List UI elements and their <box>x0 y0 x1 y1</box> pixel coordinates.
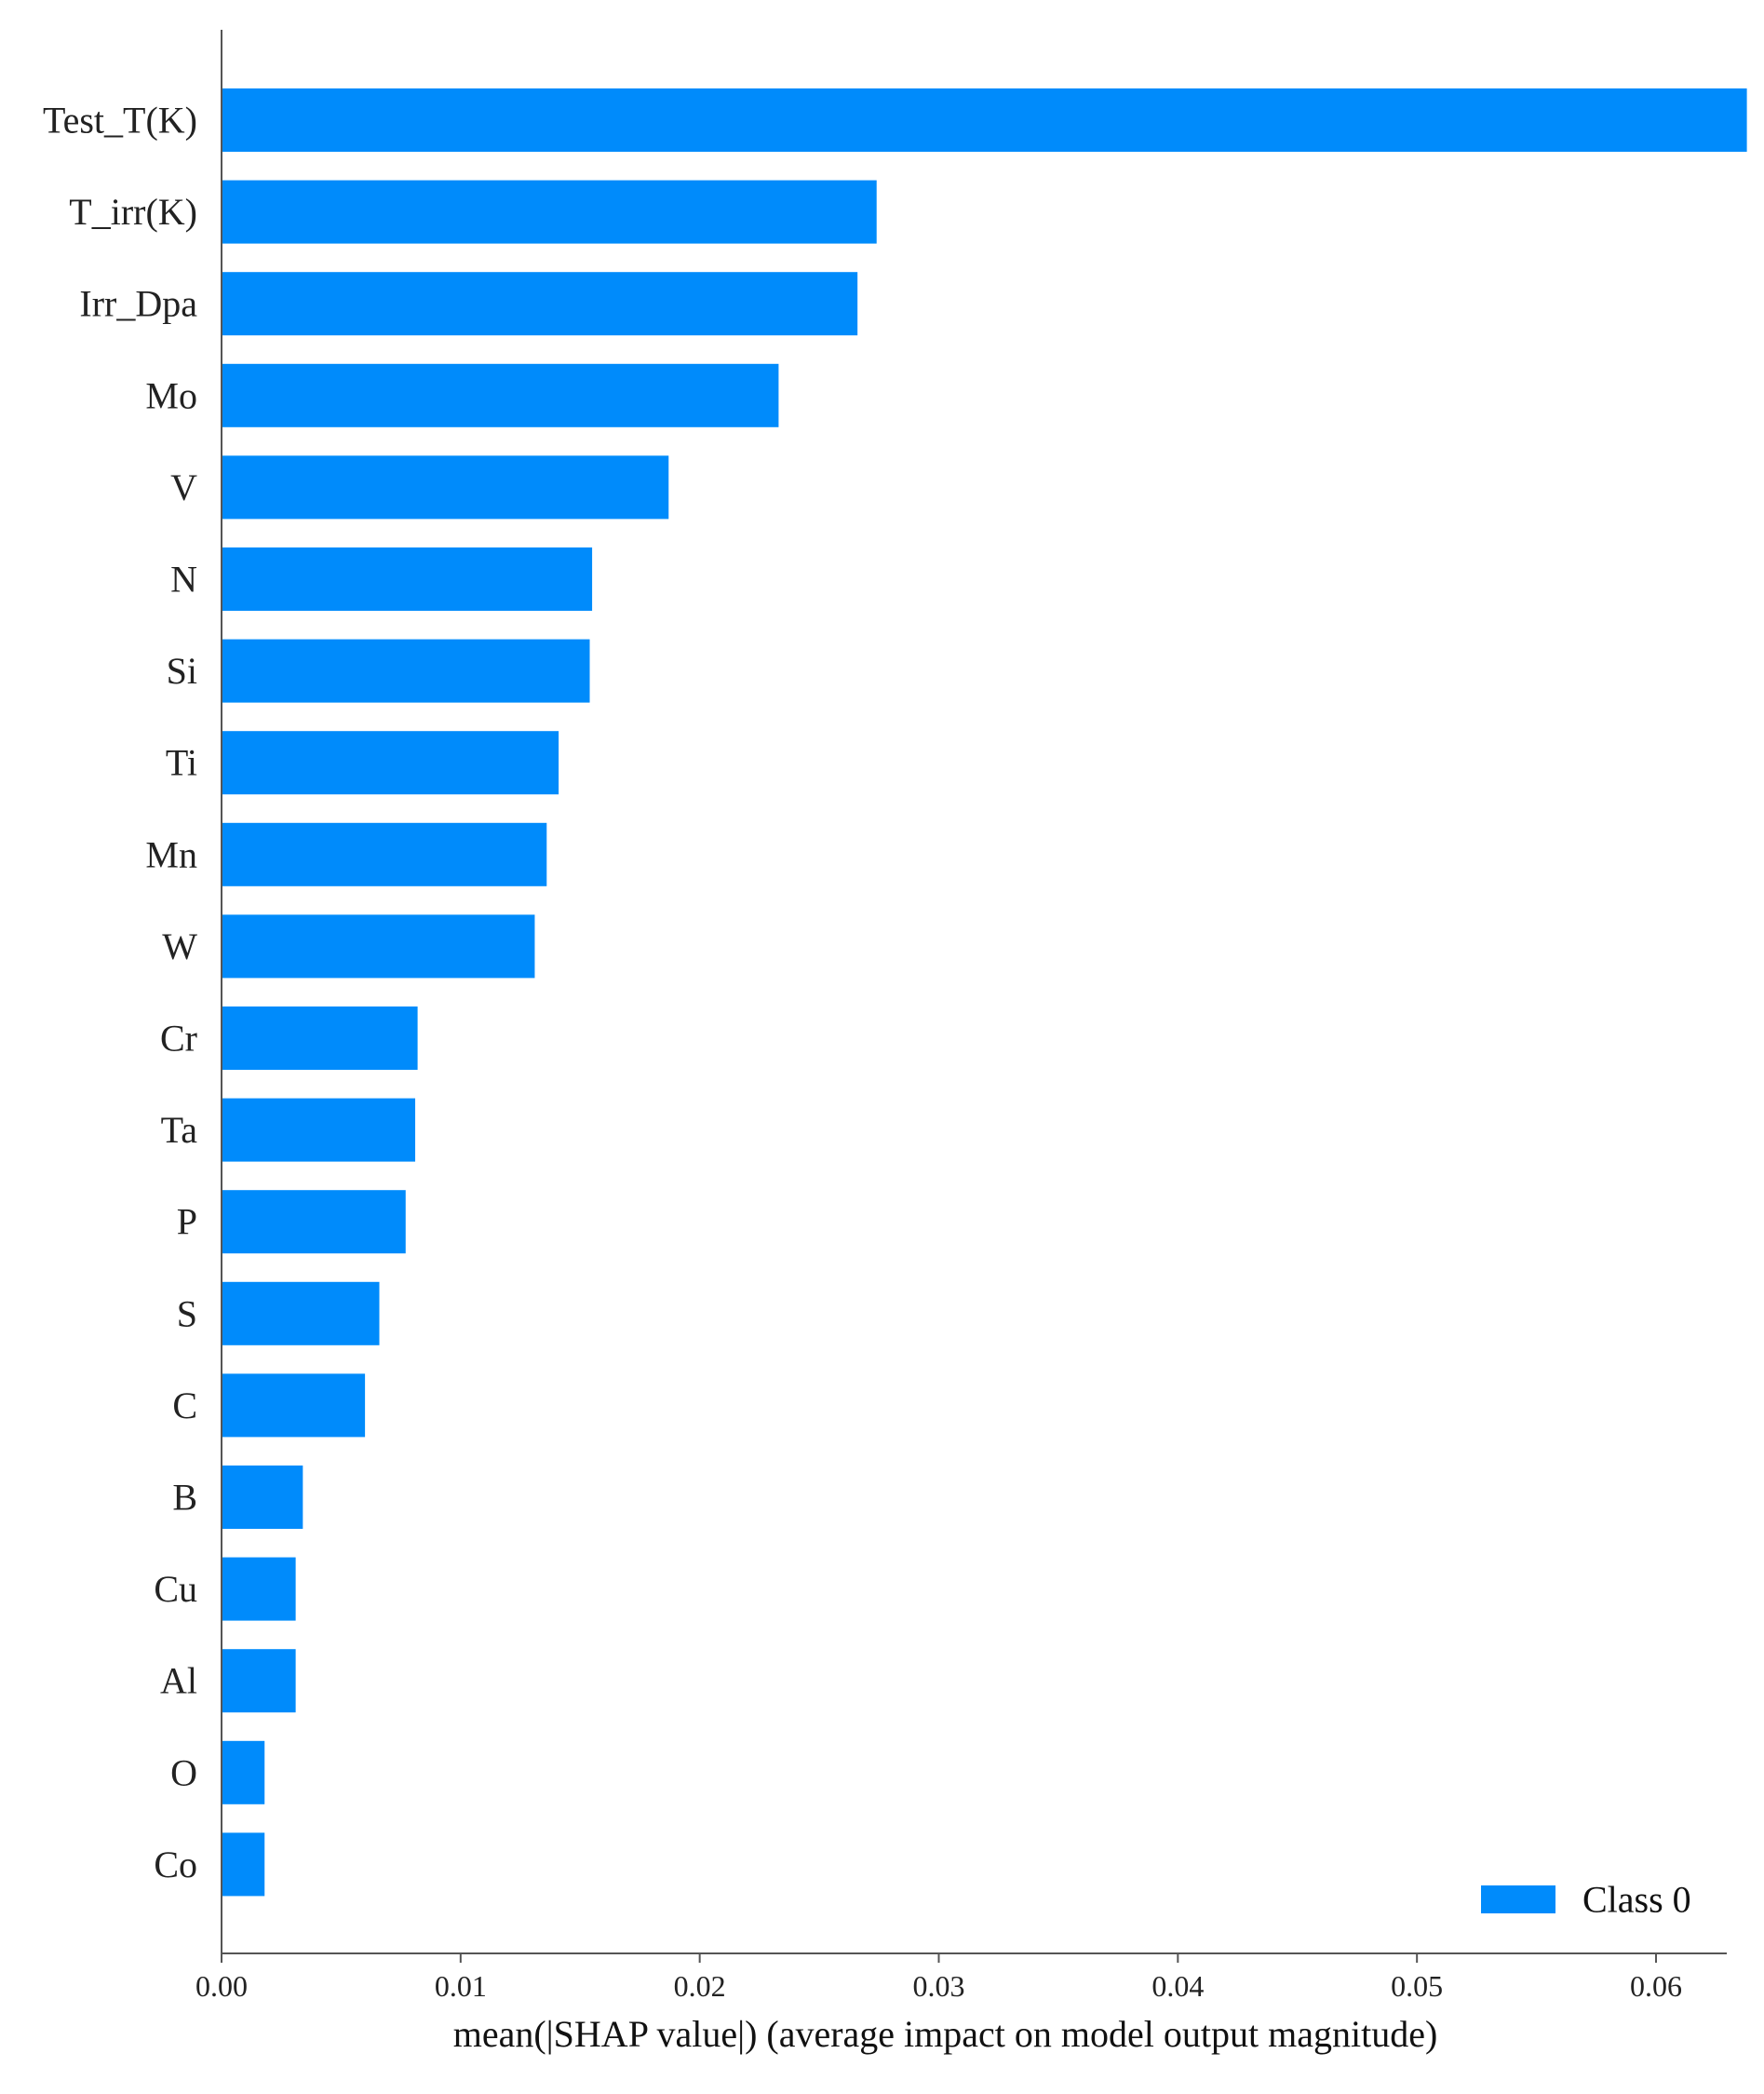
x-tick-label: 0.01 <box>435 1969 487 2003</box>
bar-n <box>222 547 593 611</box>
y-tick-label: O <box>170 1751 197 1793</box>
bar-mn <box>222 822 547 886</box>
bar-s <box>222 1281 380 1345</box>
y-tick-label: Mo <box>145 374 197 416</box>
bar-b <box>222 1466 303 1529</box>
y-tick-label: Ta <box>161 1109 198 1151</box>
y-tick-label: P <box>177 1201 197 1243</box>
y-tick-label: Co <box>154 1844 197 1885</box>
x-tick-label: 0.02 <box>674 1969 726 2003</box>
x-tick-label: 0.03 <box>913 1969 965 2003</box>
y-tick-label: Cr <box>160 1018 197 1060</box>
category-labels: Test_T(K) T_irr(K) Irr_Dpa Mo V N Si Ti Mn W Cr Ta P… <box>43 100 197 1885</box>
bar-w <box>222 914 535 979</box>
y-tick-label: Test_T(K) <box>43 100 197 142</box>
y-tick-label: Ti <box>166 742 197 784</box>
bar-cu <box>222 1557 296 1621</box>
x-axis-ticks: 0.00 0.01 0.02 0.03 0.04 0.05 0.06 <box>195 1953 1682 2003</box>
x-tick-label: 0.04 <box>1151 1969 1204 2003</box>
y-tick-label: T_irr(K) <box>69 191 197 233</box>
y-tick-label: Si <box>167 650 197 692</box>
y-tick-label: C <box>172 1385 197 1426</box>
bar-irr-dpa <box>222 272 858 336</box>
bar-cr <box>222 1006 418 1070</box>
bar-mo <box>222 363 779 427</box>
bar-o <box>222 1740 265 1804</box>
y-tick-label: S <box>177 1292 197 1334</box>
bar-si <box>222 639 590 703</box>
bar-ti <box>222 731 559 795</box>
bar-p <box>222 1190 406 1254</box>
bar-test-t-k <box>222 88 1747 152</box>
legend-swatch <box>1481 1885 1555 1913</box>
bar-co <box>222 1832 265 1897</box>
x-tick-label: 0.05 <box>1391 1969 1443 2003</box>
bars-layer <box>222 88 1747 1897</box>
y-tick-label: Irr_Dpa <box>79 283 197 325</box>
bar-v <box>222 455 669 520</box>
y-tick-label: Cu <box>154 1568 197 1610</box>
y-tick-label: Al <box>160 1660 197 1702</box>
bar-ta <box>222 1098 416 1162</box>
x-tick-label: 0.00 <box>195 1969 248 2003</box>
legend-label: Class 0 <box>1582 1879 1691 1921</box>
y-tick-label: W <box>162 925 197 967</box>
bar-t-irr-k <box>222 180 877 244</box>
y-tick-label: N <box>170 559 197 601</box>
bar-c <box>222 1373 366 1438</box>
legend: Class 0 <box>1481 1879 1691 1921</box>
x-tick-label: 0.06 <box>1630 1969 1682 2003</box>
x-axis-title: mean(|SHAP value|) (average impact on mo… <box>453 2013 1438 2055</box>
y-tick-label: V <box>170 466 197 508</box>
y-tick-label: B <box>172 1477 197 1519</box>
bar-al <box>222 1649 296 1713</box>
y-tick-label: Mn <box>145 833 197 875</box>
